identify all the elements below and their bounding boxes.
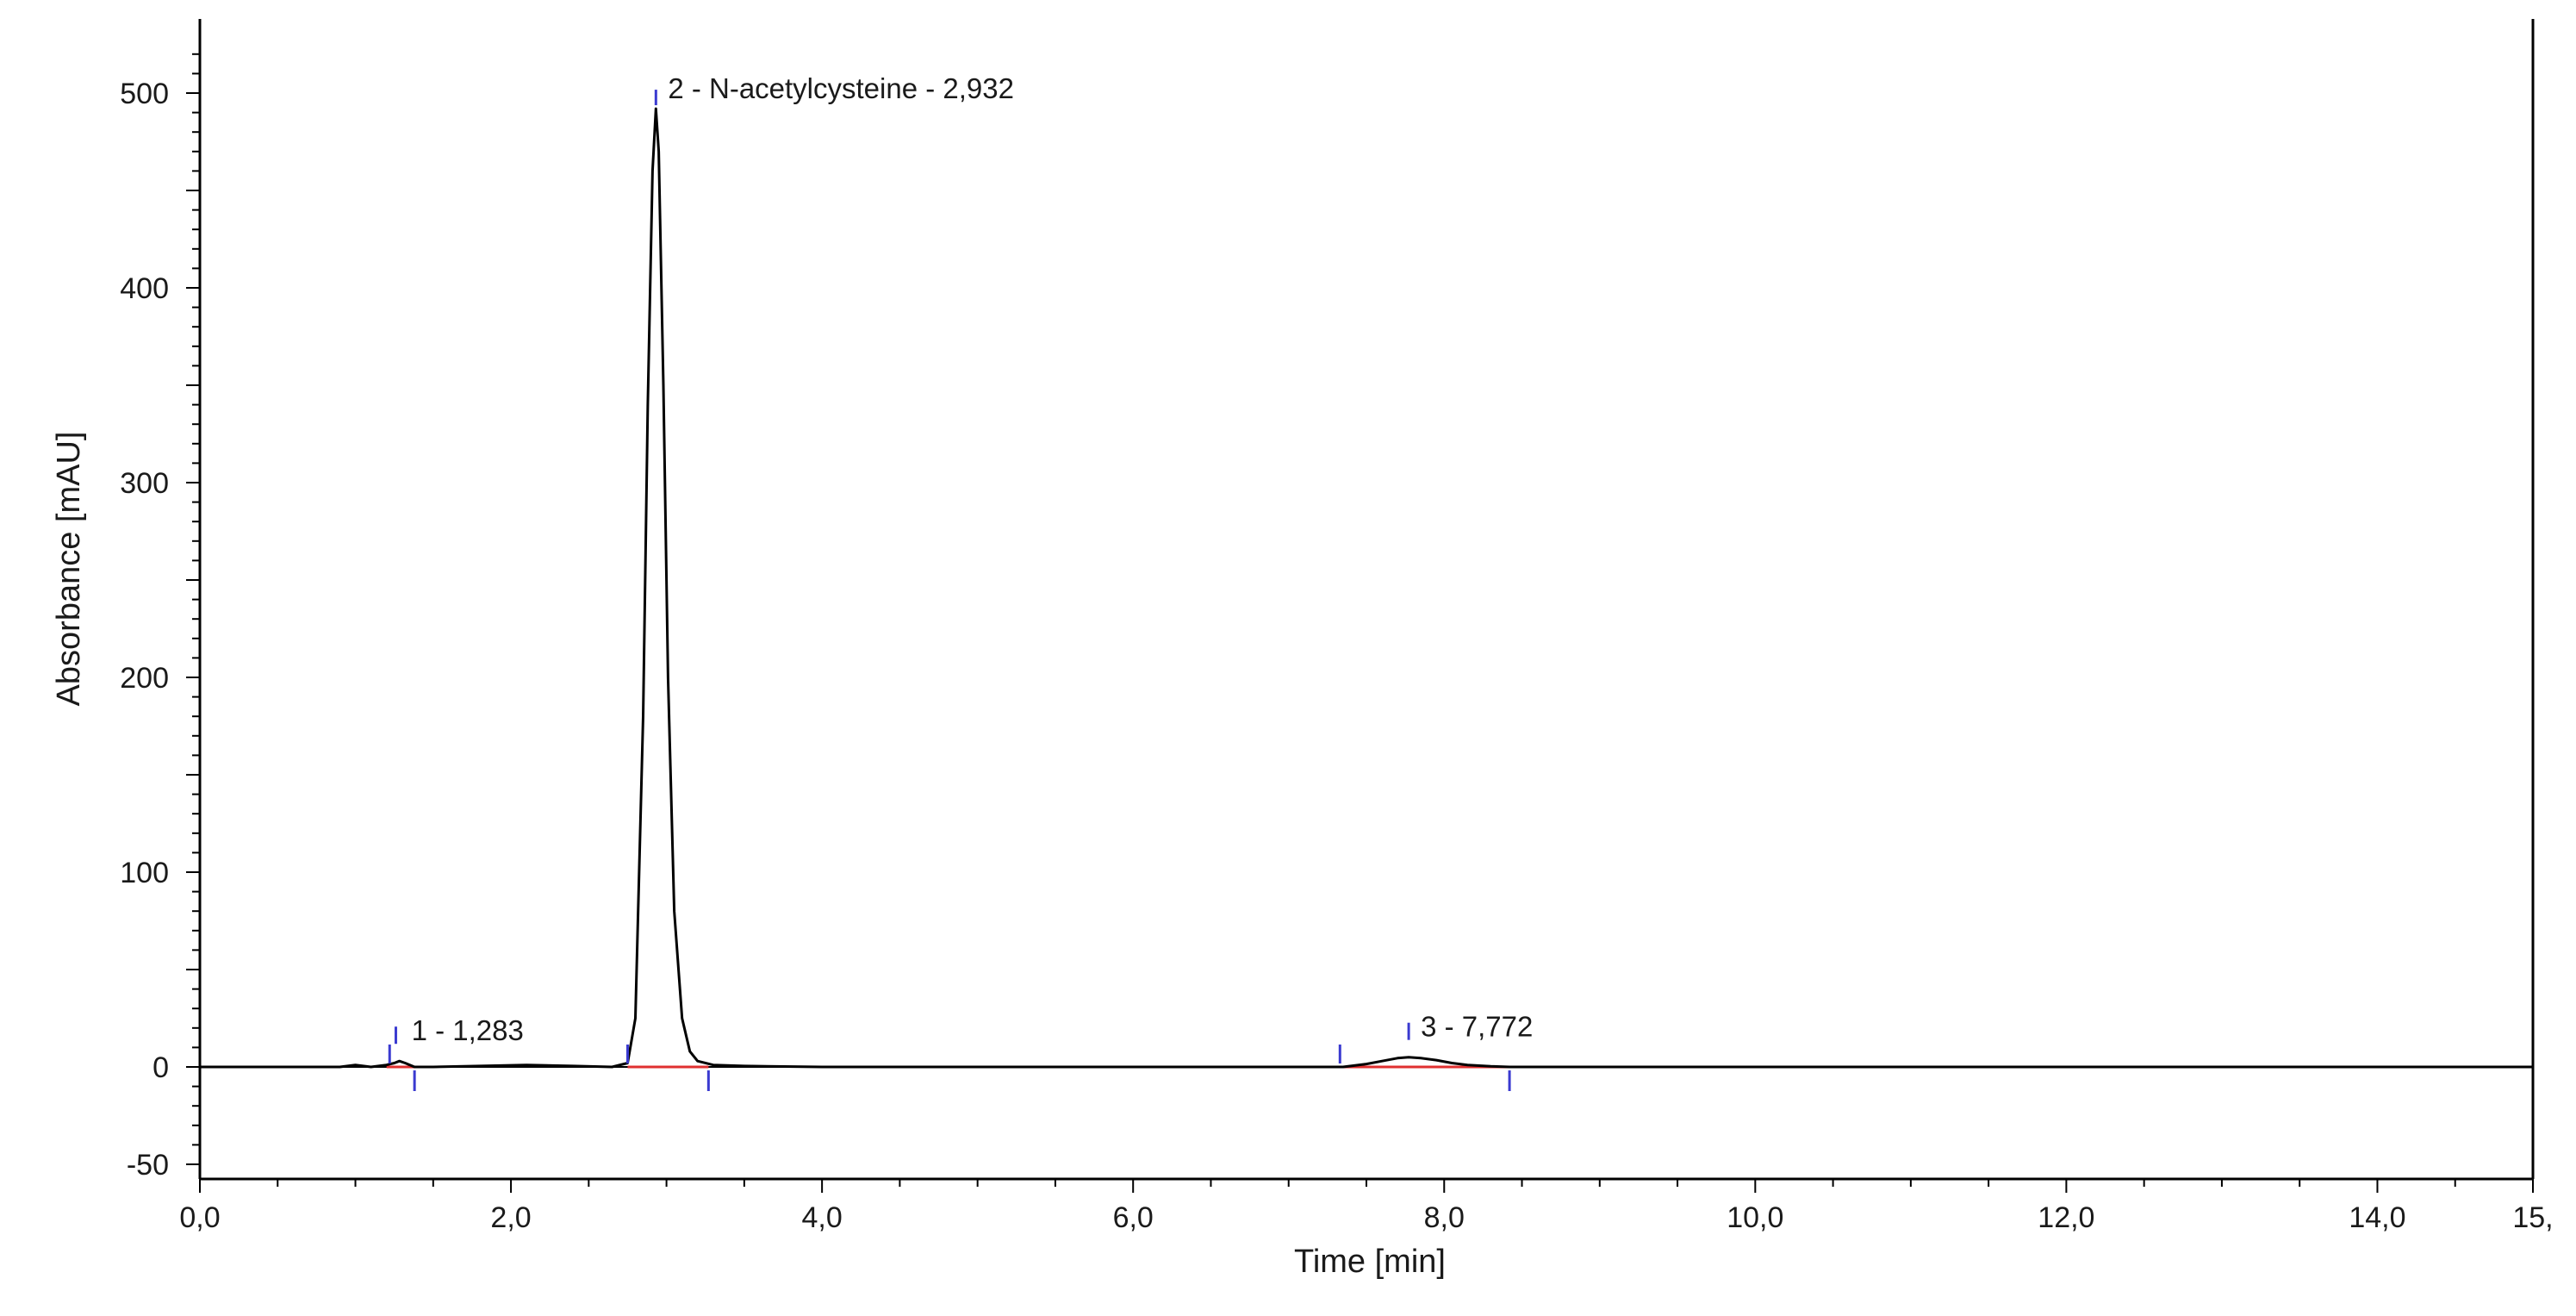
x-tick-label: 15, bbox=[2512, 1201, 2553, 1234]
y-tick-label: 400 bbox=[120, 272, 169, 305]
x-axis-title: Time [min] bbox=[1294, 1244, 1446, 1280]
x-tick-label: 2,0 bbox=[490, 1201, 531, 1234]
x-tick-label: 14,0 bbox=[2349, 1201, 2405, 1234]
y-tick-label: 200 bbox=[120, 662, 169, 695]
x-tick-label: 8,0 bbox=[1424, 1201, 1465, 1234]
x-tick-label: 0,0 bbox=[179, 1201, 220, 1234]
x-tick-label: 4,0 bbox=[802, 1201, 843, 1234]
x-tick-label: 10,0 bbox=[1727, 1201, 1783, 1234]
y-axis-title: Absorbance [mAU] bbox=[51, 432, 87, 707]
y-tick-label: 100 bbox=[120, 857, 169, 889]
peak-label: 3 - 7,772 bbox=[1421, 1011, 1533, 1043]
peak-label: 2 - N-acetylcysteine - 2,932 bbox=[668, 72, 1014, 104]
chromatogram-trace bbox=[200, 107, 2533, 1069]
y-tick-label: 500 bbox=[120, 78, 169, 110]
y-tick-label: 0 bbox=[152, 1051, 169, 1084]
x-tick-label: 6,0 bbox=[1113, 1201, 1154, 1234]
y-tick-label: -50 bbox=[127, 1149, 169, 1182]
peak-label: 1 - 1,283 bbox=[412, 1014, 524, 1046]
x-tick-label: 12,0 bbox=[2038, 1201, 2094, 1234]
y-tick-label: 300 bbox=[120, 467, 169, 500]
